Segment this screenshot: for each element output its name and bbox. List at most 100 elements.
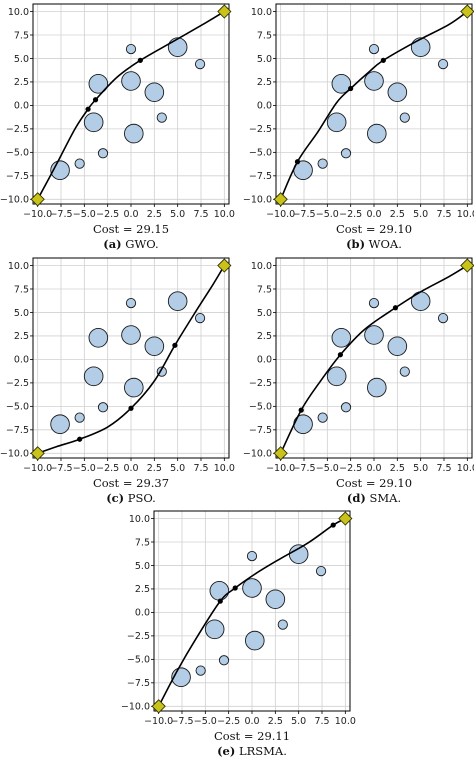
x-tick-label: 2.5 xyxy=(390,463,405,474)
obstacle-circle xyxy=(209,581,230,601)
x-tick-label: −2.5 xyxy=(339,463,362,474)
x-tick-label: 7.5 xyxy=(436,209,451,220)
obstacle-circle xyxy=(317,412,328,423)
obstacle-circle xyxy=(74,158,85,169)
panel-e: −10.0−10.0−7.5−7.5−5.0−5.0−2.5−2.50.00.0… xyxy=(121,510,356,758)
waypoint-marker xyxy=(128,405,134,411)
waypoint-marker xyxy=(92,97,99,103)
obstacle-circle xyxy=(124,377,144,398)
obstacle-circle xyxy=(326,112,347,133)
start-marker xyxy=(151,699,166,714)
obstacle-circle xyxy=(97,402,109,413)
x-tick-label: −10.0 xyxy=(23,209,52,220)
obstacle-circle xyxy=(367,123,387,144)
panel-a: −10.0−10.0−7.5−7.5−5.0−5.0−2.5−2.50.00.0… xyxy=(0,3,235,251)
y-tick-label: 0.0 xyxy=(14,101,29,112)
waypoint-marker xyxy=(232,585,238,591)
y-tick-label: −7.5 xyxy=(127,678,150,689)
obstacle-circle xyxy=(399,112,410,123)
y-tick-label: −5.0 xyxy=(249,148,272,159)
start-marker xyxy=(30,192,45,207)
panel-c: −10.0−10.0−7.5−7.5−5.0−5.0−2.5−2.50.00.0… xyxy=(0,257,235,505)
obstacle-circle xyxy=(83,366,104,387)
y-tick-label: −5.0 xyxy=(6,148,29,159)
obstacle-circle xyxy=(340,402,352,413)
y-tick-label: −2.5 xyxy=(127,631,150,642)
y-tick-label: −5.0 xyxy=(127,655,150,666)
y-tick-label: −10.0 xyxy=(121,702,150,713)
caption-method: WOA. xyxy=(365,237,402,251)
y-tick-label: −2.5 xyxy=(6,124,29,135)
obstacle-circle xyxy=(368,43,380,55)
x-tick-label: 7.5 xyxy=(193,209,208,220)
plot-area xyxy=(279,10,468,200)
obstacle-circle xyxy=(364,325,384,345)
x-tick-label: 10.0 xyxy=(457,463,474,474)
x-tick-label: −7.5 xyxy=(49,209,72,220)
x-tick-label: 7.5 xyxy=(436,463,451,474)
caption-letter: (a) xyxy=(103,237,121,251)
y-tick-label: 10.0 xyxy=(129,514,150,525)
waypoint-marker xyxy=(137,57,143,63)
obstacle-circle xyxy=(265,589,286,610)
obstacle-circle xyxy=(74,412,85,423)
x-tick-label: 5.0 xyxy=(170,209,185,220)
y-tick-label: 0.0 xyxy=(257,355,272,366)
waypoint-marker xyxy=(392,305,399,311)
obstacle-circle xyxy=(156,112,167,123)
x-tick-label: −7.5 xyxy=(292,463,315,474)
path-line xyxy=(279,10,468,200)
x-tick-label: −7.5 xyxy=(292,209,315,220)
obstacle-circle xyxy=(410,291,431,311)
y-tick-label: 5.0 xyxy=(257,308,272,319)
obstacle-circle xyxy=(125,43,137,55)
obstacle-circle xyxy=(331,74,352,94)
x-tick-label: 10.0 xyxy=(335,716,356,727)
x-tick-label: 5.0 xyxy=(291,716,306,727)
path-line xyxy=(37,265,226,455)
y-tick-label: 10.0 xyxy=(251,7,272,18)
panel-caption: (c) PSO. xyxy=(106,491,156,505)
y-tick-label: −7.5 xyxy=(249,425,272,436)
x-tick-label: 2.5 xyxy=(268,716,283,727)
obstacle-circle xyxy=(326,366,347,387)
y-tick-label: 0.0 xyxy=(135,608,150,619)
waypoint-marker xyxy=(298,407,304,413)
x-tick-label: 2.5 xyxy=(390,209,405,220)
y-tick-label: −10.0 xyxy=(243,195,272,206)
waypoint-marker xyxy=(77,436,83,442)
y-tick-label: 10.0 xyxy=(251,261,272,272)
obstacle-circle xyxy=(88,74,109,94)
obstacle-circle xyxy=(97,148,109,159)
start-marker xyxy=(30,446,45,461)
obstacle-circle xyxy=(331,328,352,348)
plot-area xyxy=(37,265,226,455)
waypoint-marker xyxy=(337,352,343,358)
y-tick-label: −7.5 xyxy=(6,171,29,182)
y-tick-label: −5.0 xyxy=(249,402,272,413)
y-tick-label: 7.5 xyxy=(257,30,272,41)
y-tick-label: 2.5 xyxy=(14,77,29,88)
y-tick-label: 5.0 xyxy=(135,561,150,572)
x-tick-label: 5.0 xyxy=(170,463,185,474)
start-marker xyxy=(273,446,288,461)
x-tick-label: 0.0 xyxy=(366,463,381,474)
y-tick-label: 7.5 xyxy=(14,30,29,41)
cost-label: Cost = 29.10 xyxy=(336,476,412,490)
plot-area xyxy=(157,517,346,707)
obstacle-circle xyxy=(88,328,109,348)
obstacle-circle xyxy=(144,336,165,357)
obstacle-circle xyxy=(167,291,188,311)
x-tick-label: −5.0 xyxy=(73,463,96,474)
end-marker xyxy=(217,258,232,273)
obstacle-circle xyxy=(399,366,410,377)
obstacle-circle xyxy=(50,414,70,434)
x-tick-label: 0.0 xyxy=(123,463,138,474)
y-tick-label: −10.0 xyxy=(0,449,29,460)
y-tick-label: 7.5 xyxy=(135,537,150,548)
y-tick-label: −5.0 xyxy=(6,402,29,413)
y-tick-label: 0.0 xyxy=(257,101,272,112)
obstacle-circle xyxy=(437,312,449,324)
y-tick-label: 10.0 xyxy=(8,7,29,18)
